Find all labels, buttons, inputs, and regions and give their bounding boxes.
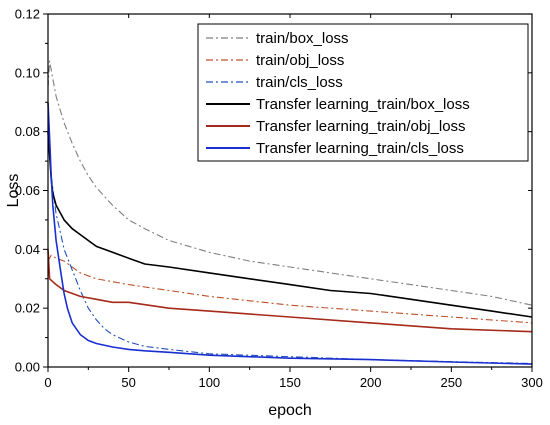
legend-label-5: Transfer learning_train/cls_loss [256, 140, 464, 157]
legend-label-4: Transfer learning_train/obj_loss [256, 118, 466, 135]
legend-label-0: train/box_loss [256, 30, 349, 47]
series-line-0 [47, 60, 533, 306]
series-line-4 [47, 249, 533, 333]
y-tick-label: 0.06 [15, 183, 40, 198]
x-tick-label: 250 [440, 375, 462, 390]
x-tick-label: 0 [44, 375, 51, 390]
x-tick-label: 300 [521, 375, 543, 390]
x-tick-label: 150 [279, 375, 301, 390]
y-tick-label: 0.04 [15, 242, 40, 257]
series-line-1 [47, 254, 533, 324]
legend-label-3: Transfer learning_train/box_loss [256, 96, 470, 113]
y-tick-label: 0.02 [15, 301, 40, 316]
legend-label-2: train/cls_loss [256, 74, 343, 91]
legend-box [197, 23, 529, 162]
y-tick-label: 0.10 [15, 65, 40, 80]
series-line-5 [47, 102, 533, 365]
legend-label-1: train/obj_loss [256, 52, 344, 69]
series-line-3 [47, 131, 533, 318]
x-tick-label: 50 [121, 375, 135, 390]
y-tick-label: 0.12 [15, 7, 40, 22]
legend: train/box_loss train/obj_loss train/cls_lo… [197, 23, 529, 162]
x-axis-title: epoch [268, 402, 312, 419]
y-tick-label: 0.08 [15, 124, 40, 139]
x-tick-label: 200 [360, 375, 382, 390]
axes-layer: 0 50 100 150 200 250 300 0.00 0.02 0.04 0.06 0.08 0.… [15, 7, 543, 391]
series-layer [47, 60, 533, 365]
y-tick-label: 0.00 [15, 360, 40, 375]
x-tick-label: 100 [198, 375, 220, 390]
y-axis-title: Loss [5, 174, 22, 208]
